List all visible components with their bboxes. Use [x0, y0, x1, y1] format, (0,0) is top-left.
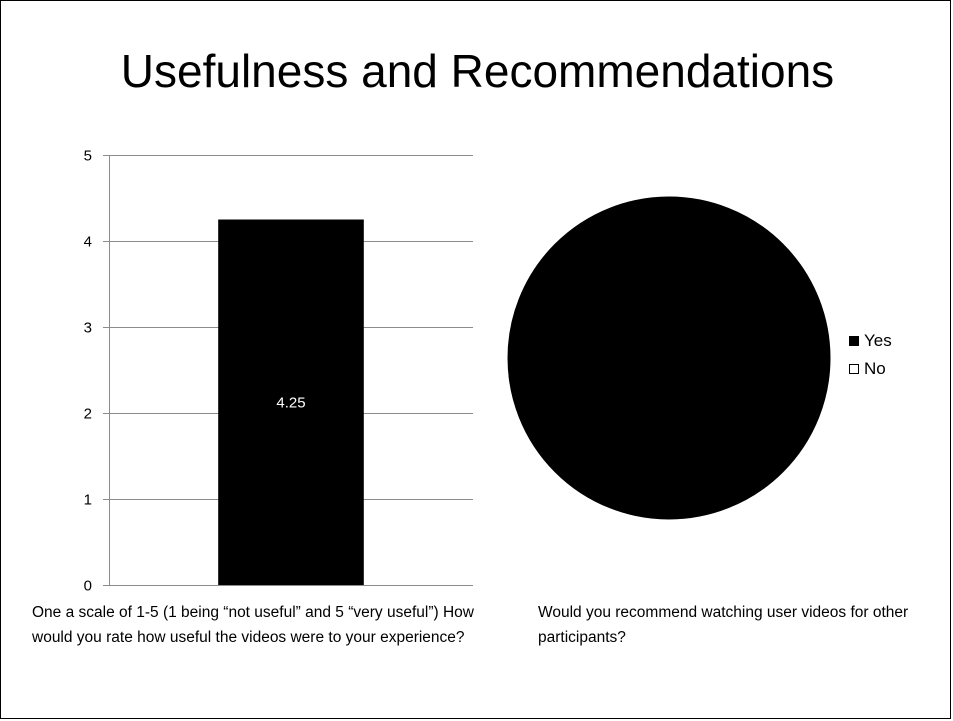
- legend-swatch-no: [849, 364, 859, 374]
- pie-chart: [507, 196, 831, 520]
- legend-label-no: No: [864, 359, 886, 378]
- pie-slice-yes: [507, 196, 831, 520]
- bar-chart-caption: One a scale of 1-5 (1 being “not useful”…: [32, 604, 474, 646]
- pie-legend: Yes No: [849, 327, 892, 383]
- y-tick-label: 0: [84, 578, 92, 595]
- pie-chart-caption: Would you recommend watching user videos…: [538, 604, 909, 646]
- bar: [218, 219, 364, 585]
- bar-chart: 0 1 2 3 4 5 4.25: [84, 148, 473, 595]
- slide-title: Usefulness and Recommendations: [120, 45, 835, 97]
- y-tick-label: 1: [84, 492, 92, 509]
- bar-data-label: 4.25: [276, 394, 305, 411]
- y-tick-label: 3: [84, 320, 92, 337]
- legend-swatch-yes: [849, 336, 859, 346]
- y-tick-label: 2: [84, 406, 92, 423]
- legend-label-yes: Yes: [864, 331, 892, 350]
- legend-item-no: No: [849, 355, 892, 383]
- y-tick-label: 4: [84, 234, 92, 251]
- legend-item-yes: Yes: [849, 327, 892, 355]
- y-tick-label: 5: [84, 148, 92, 165]
